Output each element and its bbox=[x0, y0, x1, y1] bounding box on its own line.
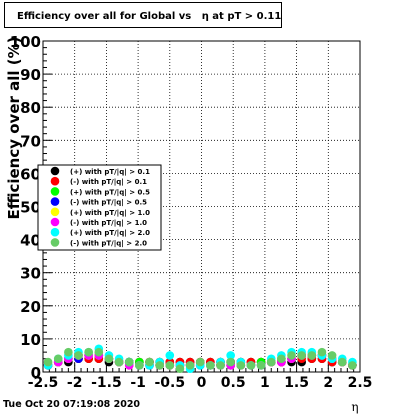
data-point bbox=[84, 347, 93, 357]
x-tick-label: -0.5 bbox=[154, 375, 185, 391]
data-point bbox=[114, 357, 124, 367]
data-point bbox=[195, 357, 205, 367]
data-point bbox=[53, 354, 63, 364]
y-tick-label: 0 bbox=[31, 364, 41, 382]
data-point bbox=[348, 361, 357, 370]
legend-label: (+) with pT/|q| > 0.1 bbox=[70, 168, 150, 177]
x-tick-label: -2.5 bbox=[28, 375, 59, 391]
legend-marker bbox=[50, 197, 60, 206]
x-tick-label: -2 bbox=[67, 375, 83, 391]
data-point bbox=[155, 361, 164, 370]
y-tick-label: 40 bbox=[20, 232, 41, 250]
data-point bbox=[297, 351, 306, 360]
data-point bbox=[175, 364, 185, 373]
x-tick-label: 0 bbox=[197, 375, 207, 391]
legend-marker bbox=[50, 187, 60, 196]
x-tick-label: 2.5 bbox=[348, 375, 373, 391]
data-point bbox=[206, 361, 215, 370]
data-point bbox=[246, 361, 256, 370]
data-point bbox=[43, 357, 53, 367]
data-point bbox=[64, 347, 73, 357]
x-tick-label: -1.5 bbox=[91, 375, 122, 391]
y-tick-label: 10 bbox=[20, 331, 41, 349]
y-tick-label: 100 bbox=[10, 33, 41, 51]
y-tick-label: 30 bbox=[20, 265, 41, 283]
data-point bbox=[145, 357, 154, 367]
legend-label: (-) with pT/|q| > 1.0 bbox=[70, 219, 147, 228]
data-point bbox=[124, 357, 134, 367]
data-point bbox=[287, 351, 296, 360]
data-point bbox=[226, 351, 235, 360]
legend-label: (-) with pT/|q| > 0.5 bbox=[70, 199, 147, 208]
data-point bbox=[74, 351, 83, 360]
data-point bbox=[185, 361, 195, 370]
x-tick-label: 2 bbox=[323, 375, 333, 391]
legend-marker bbox=[50, 227, 60, 237]
timestamp: Tue Oct 20 07:19:08 2020 bbox=[3, 399, 141, 410]
legend-marker bbox=[50, 207, 60, 217]
data-point bbox=[337, 357, 347, 367]
legend-marker bbox=[50, 176, 60, 186]
chart-title: Efficiency over all for Global vs η at p… bbox=[17, 11, 282, 22]
legend-marker bbox=[50, 217, 60, 227]
legend-marker bbox=[50, 166, 60, 176]
y-tick-label: 50 bbox=[20, 199, 41, 217]
legend-label: (+) with pT/|q| > 2.0 bbox=[70, 229, 150, 238]
y-tick-label: 60 bbox=[20, 165, 41, 183]
data-point bbox=[135, 361, 144, 370]
data-point bbox=[307, 351, 317, 360]
y-tick-label: 20 bbox=[20, 298, 41, 316]
x-axis-label: η bbox=[351, 400, 358, 414]
legend-label: (-) with pT/|q| > 2.0 bbox=[70, 239, 147, 248]
data-point bbox=[317, 347, 327, 357]
x-tick-label: 1.5 bbox=[284, 375, 309, 391]
data-point bbox=[266, 357, 276, 367]
legend-label: (+) with pT/|q| > 1.0 bbox=[70, 209, 150, 218]
data-point bbox=[216, 361, 225, 370]
x-tick-label: 1 bbox=[260, 375, 270, 391]
y-tick-label: 90 bbox=[20, 66, 41, 84]
legend-marker bbox=[50, 238, 60, 247]
data-point bbox=[165, 361, 175, 370]
legend-label: (-) with pT/|q| > 0.1 bbox=[70, 178, 147, 187]
y-tick-label: 80 bbox=[20, 99, 41, 117]
x-tick-label: -1 bbox=[130, 375, 146, 391]
data-point bbox=[94, 347, 104, 357]
legend-label: (+) with pT/|q| > 0.5 bbox=[70, 188, 150, 197]
data-point bbox=[104, 354, 114, 364]
data-point bbox=[236, 361, 246, 370]
chart-title-box: Efficiency over all for Global vs η at p… bbox=[4, 2, 282, 28]
x-tick-label: 0.5 bbox=[221, 375, 246, 391]
data-point bbox=[277, 354, 286, 364]
data-point bbox=[226, 357, 235, 367]
data-point bbox=[165, 351, 175, 360]
data-point bbox=[327, 351, 337, 360]
y-axis-label: Efficiency over all (%) bbox=[5, 37, 23, 220]
data-point bbox=[256, 361, 266, 370]
y-tick-label: 70 bbox=[20, 132, 41, 150]
